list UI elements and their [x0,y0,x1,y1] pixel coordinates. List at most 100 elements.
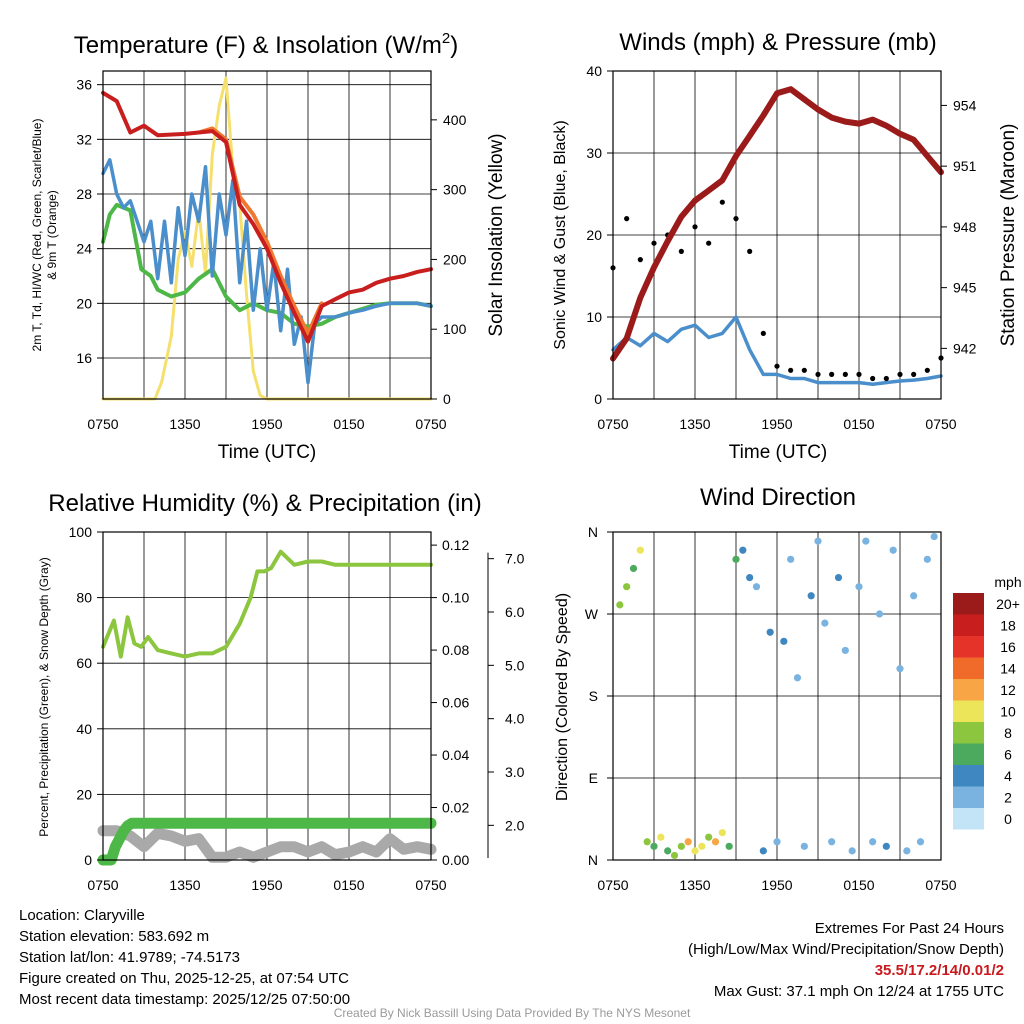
direction-point [766,628,774,636]
rh-y-tick-label: 60 [76,655,92,671]
direction-point [834,573,843,582]
rh-y-ticks: 0 20 40 60 80 100 [69,524,103,868]
gust-point [842,371,848,377]
direction-point [752,583,761,591]
direction-point [855,583,863,591]
temp-y2-tick-label: 300 [443,182,467,198]
wdir-series [616,532,938,860]
max-gust-text: Max Gust: 37.1 mph On 12/24 at 1755 UTC [713,983,1004,1000]
winds-title: Winds (mph) & Pressure (mb) [619,29,936,56]
direction-point [875,610,884,618]
rh-snow-tick-label: 7.0 [505,551,525,567]
temp-y-tick-label: 28 [76,186,92,202]
direction-point [828,838,836,846]
rh-precip-tick-label: 0.08 [442,642,469,658]
gust-point [733,216,739,222]
temp-y-ticks: 16 20 24 28 32 36 [76,77,103,366]
direction-point [923,555,931,563]
rh-y-tick-label: 0 [84,852,92,868]
winds-y-tick-label: 10 [586,309,602,325]
wdir-x-tick-label: 0750 [925,877,956,893]
temp-x-tick-label: 1350 [169,416,200,432]
gust-point [911,371,917,377]
winds-x-tick-label: 0750 [597,416,628,432]
colorbar-label: 14 [1000,661,1016,677]
rh-snow-tick-label: 5.0 [505,657,525,673]
colorbar-label: 20+ [996,596,1020,612]
temp-x-ticks: 0750 1350 1950 0150 0750 [87,416,446,432]
elevation-text: Station elevation: 583.692 m [19,928,210,945]
direction-point [739,546,747,554]
wdir-ylabel: Direction (Colored By Speed) [554,593,571,801]
rh-precip-tick-label: 0.10 [442,590,469,606]
wdir-x-tick-label: 0150 [843,877,874,893]
rh-precip-tick-label: 0.12 [442,537,469,553]
direction-point [732,555,740,563]
gust-point [651,240,657,246]
winds-y2label: Station Pressure (Maroon) [998,124,1019,347]
colorbar-label: 2 [1004,790,1012,806]
gust-point [760,330,766,336]
direction-point [807,592,815,600]
direction-point [643,838,651,846]
wdir-grid [612,531,942,861]
winds-ylabel: Sonic Wind & Gust (Blue, Black) [552,120,569,349]
winds-x-tick-label: 1350 [679,416,710,432]
colorbar-swatch [953,614,984,636]
colorbar-label: 8 [1004,725,1012,741]
9m-t-line [196,126,324,336]
rh-snow-ticks: 2.0 3.0 4.0 5.0 6.0 7.0 [487,551,525,858]
rh-snow-tick-label: 6.0 [505,604,525,620]
colorbar-label: 6 [1004,747,1012,763]
winds-y2-tick-label: 945 [953,280,977,296]
wdir-y-tick-label: N [588,852,598,868]
rh-plot-frame [102,531,432,861]
direction-point [650,842,658,850]
direction-point [916,838,925,846]
winds-y-tick-label: 20 [586,227,602,243]
direction-point [746,573,754,582]
direction-point [664,847,672,855]
direction-point [787,555,795,563]
gust-point [883,375,889,382]
direction-point [896,665,904,673]
direction-point [800,842,808,850]
wdir-title: Wind Direction [700,484,856,511]
direction-point [862,537,870,545]
temp-y2-ticks: 0 100 200 300 400 [431,112,467,407]
station-info: Location: Claryville Station elevation: … [19,905,350,1010]
direction-point [841,646,849,655]
winds-panel: Winds (mph) & Pressure (mb) 0 10 20 30 40 94… [552,29,1019,463]
extremes-title: Extremes For Past 24 Hours [814,920,1004,937]
direction-point [657,833,665,841]
winds-y-tick-label: 0 [594,391,602,407]
2m-t-line [101,90,433,344]
colorbar-swatch [953,679,984,701]
colorbar-swatch [953,722,984,744]
rh-y-tick-label: 100 [69,524,93,540]
wdir-colorbar: mph 20+ 18 16 14 12 10 8 6 4 2 0 [953,574,1022,830]
gust-point [678,248,684,254]
direction-point [670,851,679,860]
winds-y-tick-label: 40 [586,63,602,79]
direction-point [773,838,781,846]
temp-y2-tick-label: 0 [443,391,451,407]
wdir-y-ticks: N E S W N [585,524,613,868]
direction-point [698,842,706,850]
direction-point [616,601,624,609]
winds-y2-tick-label: 948 [953,219,977,235]
colorbar-label: 0 [1004,811,1012,827]
gust-point [801,367,807,373]
temp-ylabel-line1: 2m T, Td, HI/WC (Red, Green, Scarlet/Blu… [30,119,44,352]
direction-point [869,838,877,846]
rh-y-tick-label: 40 [76,721,92,737]
rh-snow-tick-label: 2.0 [505,817,525,833]
direction-point [821,619,829,627]
rh-ylabel: Percent, Precipitation (Green), & Snow D… [37,557,51,836]
direction-point [759,847,767,855]
direction-point [882,842,890,850]
winds-grid [612,70,942,400]
colorbar-swatch [953,593,984,615]
wdir-y-tick-label: S [589,688,598,704]
